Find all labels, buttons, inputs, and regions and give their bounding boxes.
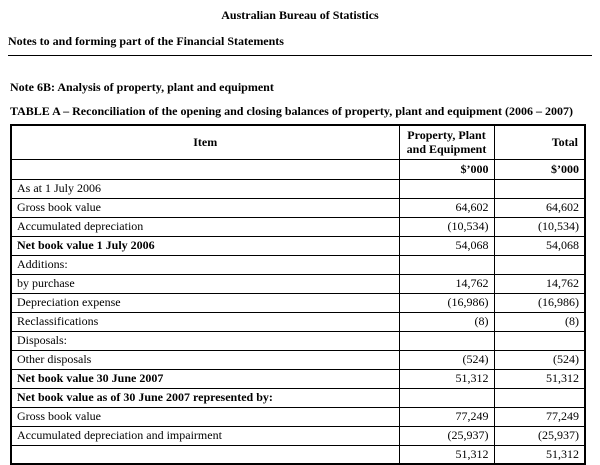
row-item-label: [10, 444, 400, 465]
doc-subtitle-section: Notes to and forming part of the Financi…: [8, 23, 592, 56]
row-total-value: (16,986): [493, 292, 586, 313]
row-item-label: Disposals:: [10, 330, 400, 351]
row-ppe-value: (8): [398, 311, 495, 332]
table-row: 51,312 51,312: [10, 444, 586, 465]
row-ppe-value: [398, 254, 495, 275]
row-ppe-value: 54,068: [398, 235, 495, 256]
row-item-label: Depreciation expense: [10, 292, 400, 313]
row-item-label: Other disposals: [10, 349, 400, 370]
column-header-total: Total: [493, 124, 586, 160]
row-ppe-value: 51,312: [398, 444, 495, 465]
row-item-label: Gross book value: [10, 406, 400, 427]
units-item-blank: [10, 158, 400, 180]
row-total-value: 51,312: [493, 444, 586, 465]
row-ppe-value: (524): [398, 349, 495, 370]
reconciliation-table: Item Property, Plant and Equipment Total…: [10, 124, 586, 465]
note-title: Note 6B: Analysis of property, plant and…: [10, 80, 274, 94]
row-item-label: Additions:: [10, 254, 400, 275]
table-row: by purchase 14,762 14,762: [10, 273, 586, 294]
row-total-value: (10,534): [493, 216, 586, 237]
table-row: Accumulated depreciation (10,534) (10,53…: [10, 216, 586, 237]
units-ppe: $’000: [398, 158, 495, 180]
table-row: Additions:: [10, 254, 586, 275]
row-item-label: by purchase: [10, 273, 400, 294]
row-ppe-value: 64,602: [398, 197, 495, 218]
row-total-value: (524): [493, 349, 586, 370]
row-total-value: [493, 330, 586, 351]
table-row: As at 1 July 2006: [10, 178, 586, 199]
table-row: Disposals:: [10, 330, 586, 351]
row-total-value: 51,312: [493, 368, 586, 389]
table-row: Gross book value 64,602 64,602: [10, 197, 586, 218]
table-row: Accumulated depreciation and impairment …: [10, 425, 586, 446]
row-total-value: [493, 254, 586, 275]
table-units-row: $’000 $’000: [10, 158, 586, 180]
row-item-label: Net book value as of 30 June 2007 repres…: [10, 387, 400, 408]
row-item-label: Net book value 1 July 2006: [10, 235, 400, 256]
table-row: Depreciation expense (16,986) (16,986): [10, 292, 586, 313]
table-row: Other disposals (524) (524): [10, 349, 586, 370]
row-total-value: 77,249: [493, 406, 586, 427]
row-total-value: [493, 387, 586, 408]
row-total-value: 64,602: [493, 197, 586, 218]
row-ppe-value: [398, 330, 495, 351]
org-title: Australian Bureau of Statistics: [221, 8, 379, 22]
row-total-value: [493, 178, 586, 199]
row-item-label: Reclassifications: [10, 311, 400, 332]
row-ppe-value: 51,312: [398, 368, 495, 389]
row-total-value: 14,762: [493, 273, 586, 294]
table-caption: TABLE A – Reconciliation of the opening …: [10, 104, 573, 118]
table-row: Net book value 1 July 2006 54,068 54,068: [10, 235, 586, 256]
table-row: Net book value 30 June 2007 51,312 51,31…: [10, 368, 586, 389]
row-total-value: (8): [493, 311, 586, 332]
row-total-value: 54,068: [493, 235, 586, 256]
row-ppe-value: (10,534): [398, 216, 495, 237]
row-item-label: Accumulated depreciation: [10, 216, 400, 237]
row-item-label: As at 1 July 2006: [10, 178, 400, 199]
row-item-label: Accumulated depreciation and impairment: [10, 425, 400, 446]
table-header-row: Item Property, Plant and Equipment Total: [10, 124, 586, 160]
doc-subtitle: Notes to and forming part of the Financi…: [8, 34, 284, 48]
row-ppe-value: [398, 178, 495, 199]
row-total-value: (25,937): [493, 425, 586, 446]
row-ppe-value: (25,937): [398, 425, 495, 446]
table-row: Gross book value 77,249 77,249: [10, 406, 586, 427]
row-item-label: Net book value 30 June 2007: [10, 368, 400, 389]
row-ppe-value: 77,249: [398, 406, 495, 427]
document-page: Australian Bureau of Statistics Notes to…: [8, 8, 592, 465]
column-header-item: Item: [10, 124, 400, 160]
table-row: Net book value as of 30 June 2007 repres…: [10, 387, 586, 408]
column-header-ppe: Property, Plant and Equipment: [398, 124, 495, 160]
row-ppe-value: [398, 387, 495, 408]
row-ppe-value: 14,762: [398, 273, 495, 294]
row-ppe-value: (16,986): [398, 292, 495, 313]
table-row: Reclassifications (8) (8): [10, 311, 586, 332]
units-total: $’000: [493, 158, 586, 180]
row-item-label: Gross book value: [10, 197, 400, 218]
